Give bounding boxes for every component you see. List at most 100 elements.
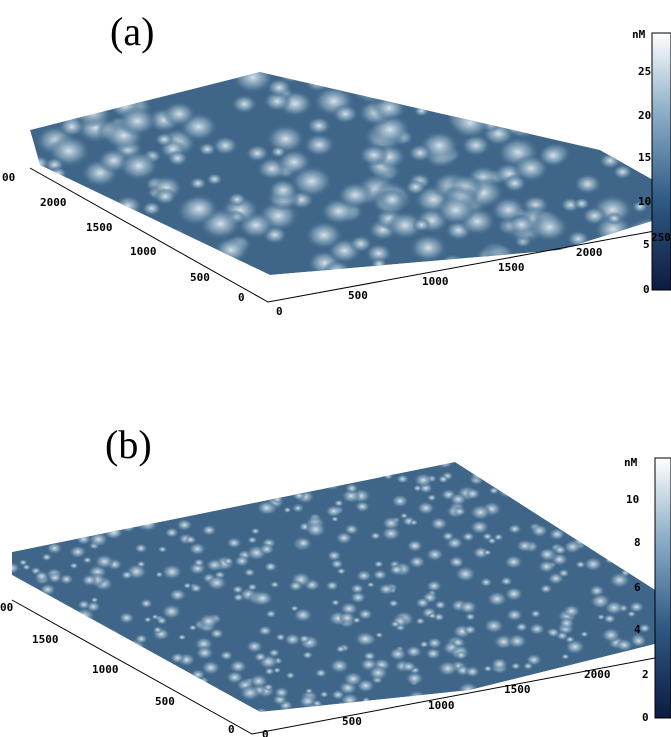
surface-bump xyxy=(89,702,100,711)
surface-bump xyxy=(314,470,334,485)
y-tick-label: 500 xyxy=(190,271,210,284)
surface-bump xyxy=(154,132,174,147)
surface-bump xyxy=(388,563,405,576)
surface-bump xyxy=(263,561,278,572)
surface-bump xyxy=(610,533,632,549)
surface-bump xyxy=(12,660,24,670)
surface-bump xyxy=(548,72,587,93)
surface-bump xyxy=(409,519,419,526)
surface-bump xyxy=(107,683,122,694)
surface-bump xyxy=(502,174,527,193)
surface-bump xyxy=(188,542,207,556)
surface-bump xyxy=(14,651,36,667)
surface-bump xyxy=(304,687,314,695)
surface-bump xyxy=(102,639,120,653)
surface-bump xyxy=(413,472,434,488)
surface-bump xyxy=(490,657,509,671)
surface-bump xyxy=(464,612,476,621)
colorbar xyxy=(654,457,671,719)
surface-bump xyxy=(118,150,160,182)
surface-bump xyxy=(537,687,548,695)
surface-bump xyxy=(231,584,244,595)
surface-bump xyxy=(99,627,121,644)
x-tick-label: 1000 xyxy=(428,699,455,712)
surface-bump xyxy=(206,574,228,591)
surface-bump xyxy=(537,559,556,574)
surface-bump xyxy=(408,233,448,263)
surface-bump xyxy=(335,645,346,654)
surface-bump xyxy=(458,599,478,615)
surface-bump xyxy=(437,660,459,677)
surface-bump xyxy=(30,514,42,523)
surface-bump xyxy=(137,661,160,678)
surface-bump xyxy=(232,592,245,602)
surface-bump xyxy=(213,236,250,264)
surface-bump xyxy=(103,524,124,540)
surface-bump xyxy=(480,449,497,462)
surface-bump xyxy=(90,232,119,254)
surface-bump xyxy=(385,210,425,240)
surface-bump xyxy=(427,612,438,620)
surface-bump xyxy=(532,100,566,126)
surface-bump xyxy=(388,599,399,608)
surface-bump xyxy=(267,178,299,202)
surface-bump xyxy=(186,702,198,711)
surface-bump xyxy=(126,658,138,668)
axis-line xyxy=(11,599,671,735)
surface-bump xyxy=(530,696,543,706)
surface-bump xyxy=(77,599,91,610)
surface-bump xyxy=(448,106,492,139)
surface-bump xyxy=(153,187,177,206)
surface-bump xyxy=(35,540,45,548)
surface-bump xyxy=(381,526,401,542)
surface-bump xyxy=(500,576,513,587)
surface-bump xyxy=(608,571,631,589)
surface-bump xyxy=(535,495,557,512)
surface-bump xyxy=(69,562,79,570)
surface-bump xyxy=(211,489,227,500)
surface-bump xyxy=(515,539,534,553)
surface-bump xyxy=(504,586,524,602)
surface-bump xyxy=(257,625,273,637)
surface-bump xyxy=(239,684,261,701)
surface-bump xyxy=(201,524,217,536)
surface-bump xyxy=(27,598,38,606)
surface-bump xyxy=(503,554,524,570)
surface-bump xyxy=(454,82,497,115)
surface-bump xyxy=(250,527,261,535)
surface-bump xyxy=(189,176,207,190)
surface-bump xyxy=(35,500,51,512)
surface-bump xyxy=(295,486,308,496)
surface-bump xyxy=(497,482,518,499)
surface-bump xyxy=(426,493,437,502)
surface-bump xyxy=(200,660,221,676)
surface-bump xyxy=(580,630,589,638)
surface-bump xyxy=(269,488,284,499)
surface-bump xyxy=(263,683,274,691)
surface-bump xyxy=(582,535,593,544)
surface-bump xyxy=(507,213,536,236)
surface-bump xyxy=(233,477,254,493)
colorbar-unit: nM xyxy=(632,28,646,41)
surface-bump xyxy=(295,537,312,549)
surface-bump xyxy=(535,682,550,693)
surface-bump xyxy=(233,554,250,568)
surface-bump xyxy=(196,452,208,461)
surface-bump xyxy=(152,626,163,634)
surface-bump xyxy=(557,86,600,118)
surface-bump xyxy=(59,573,74,585)
surface-bump xyxy=(162,101,197,127)
surface-bump xyxy=(71,462,81,467)
surface-bump xyxy=(558,616,575,630)
surface-bump xyxy=(495,72,529,76)
surface-bump xyxy=(267,469,283,482)
surface-bump xyxy=(35,210,77,242)
surface-bump xyxy=(425,647,442,660)
surface-bump xyxy=(490,711,500,712)
surface-bump xyxy=(628,600,645,614)
surface-bump xyxy=(12,701,20,711)
surface-bump xyxy=(602,613,617,624)
surface-bump xyxy=(65,654,88,671)
colorbar-tick-label: 0 xyxy=(643,283,650,296)
surface-bump xyxy=(608,81,628,96)
